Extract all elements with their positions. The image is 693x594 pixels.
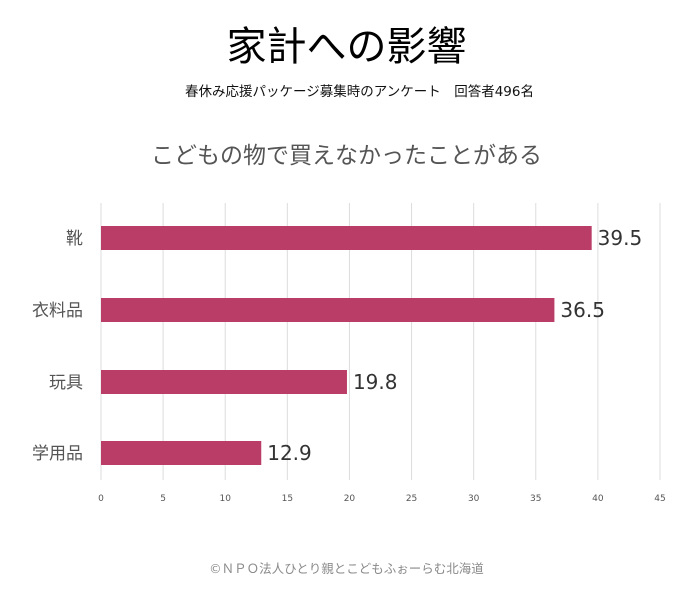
x-tick-label: 5 xyxy=(160,494,166,504)
x-tick-label: 35 xyxy=(530,494,541,504)
value-label: 19.8 xyxy=(353,370,398,394)
page-title: 家計への影響 xyxy=(226,24,467,70)
footer-credit: ©ＮＰＯ法人ひとり親とこどもふぉーらむ北海道 xyxy=(209,561,484,576)
bar xyxy=(101,298,555,322)
category-label: 学用品 xyxy=(32,444,83,464)
category-label: 衣料品 xyxy=(32,301,83,321)
value-label: 36.5 xyxy=(560,298,605,322)
x-axis-ticks: 0 5 10 15 20 25 30 35 40 45 xyxy=(98,494,666,504)
bar xyxy=(101,226,592,250)
category-label: 靴 xyxy=(66,229,83,249)
x-tick-label: 20 xyxy=(344,494,356,504)
x-tick-label: 40 xyxy=(592,494,604,504)
x-tick-label: 15 xyxy=(282,494,293,504)
value-labels: 39.5 36.5 19.8 12.9 xyxy=(267,226,642,465)
bars xyxy=(101,226,592,465)
bar xyxy=(101,370,347,394)
chart-title: こどもの物で買えなかったことがある xyxy=(151,143,542,169)
x-tick-label: 0 xyxy=(98,494,104,504)
x-tick-label: 30 xyxy=(468,494,480,504)
x-tick-label: 45 xyxy=(654,494,665,504)
bar xyxy=(101,441,262,465)
x-tick-label: 25 xyxy=(406,494,417,504)
x-tick-label: 10 xyxy=(219,494,231,504)
page-subtitle: 春休み応援パッケージ募集時のアンケート 回答者496名 xyxy=(185,84,534,100)
category-label: 玩具 xyxy=(49,373,83,393)
value-label: 12.9 xyxy=(267,441,312,465)
value-label: 39.5 xyxy=(598,226,643,250)
